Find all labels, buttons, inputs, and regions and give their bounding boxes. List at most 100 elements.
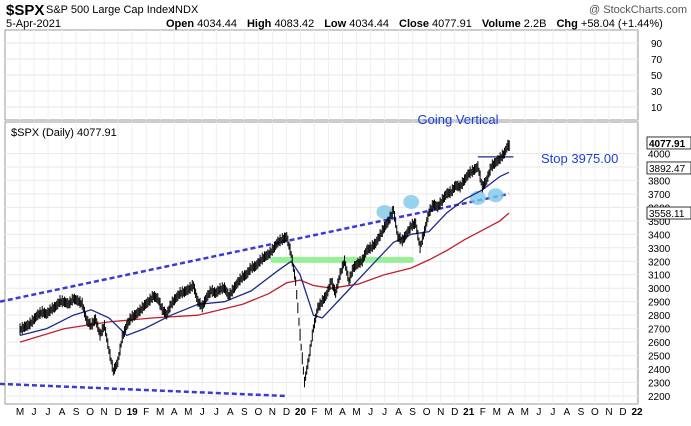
x-tick-label: A [339, 407, 346, 418]
rsi-tick-label: 10 [651, 103, 663, 114]
x-tick-label: M [324, 407, 332, 418]
x-tick-label: D [283, 407, 290, 418]
y-tick-label: 3400 [648, 230, 671, 241]
x-tick-label: 21 [463, 407, 475, 418]
stat-close: Close 4077.91 [399, 18, 472, 30]
header-date: 5-Apr-2021 [6, 18, 61, 30]
x-tick-label: F [143, 407, 149, 418]
rsi-tick-label: 70 [651, 55, 663, 66]
x-tick-label: 20 [295, 407, 307, 418]
price-label-box [646, 206, 691, 220]
y-tick-label: 2500 [648, 352, 671, 363]
y-axis: 2200 2300 2400 2500 2600 2700 2800 2900 3000 3100… [648, 149, 671, 403]
y-tick-label: 2900 [648, 298, 671, 309]
x-tick-label: N [437, 407, 444, 418]
header-stats: Open 4034.44 High 4083.42 Low 4034.44 Close… [166, 18, 663, 30]
x-tick-label: O [254, 407, 262, 418]
y-tick-label: 2400 [648, 365, 671, 376]
x-tick-label: D [619, 407, 626, 418]
x-tick-label: M [352, 407, 360, 418]
x-tick-label: O [86, 407, 94, 418]
y-tick-label: 3800 [648, 176, 671, 187]
x-tick-label: D [115, 407, 122, 418]
index-name: S&P 500 Large Cap Index [46, 4, 174, 16]
x-tick-label: F [311, 407, 317, 418]
x-tick-label: O [591, 407, 599, 418]
y-tick-label: 2600 [648, 338, 671, 349]
annotation-going-vertical: Going Vertical [418, 112, 499, 127]
x-tick-label: J [32, 407, 37, 418]
credit: @ StockCharts.com [589, 4, 687, 16]
exchange: INDX [172, 4, 199, 16]
price-label: 3892.47 [649, 164, 686, 175]
price-label: 4077.91 [649, 139, 686, 150]
trendline-upper-trend [0, 192, 510, 303]
x-tick-label: J [550, 407, 555, 418]
rsi-tick-label: 90 [651, 39, 663, 50]
stat-chg: Chg +58.04 (+1.44%) [556, 18, 662, 30]
x-tick-label: A [227, 407, 234, 418]
x-tick-label: O [423, 407, 431, 418]
x-tick-label: J [382, 407, 387, 418]
stat-low: Low 4034.44 [324, 18, 389, 30]
x-tick-label: S [409, 407, 416, 418]
y-tick-label: 3300 [648, 244, 671, 255]
x-axis: M J J A S O N D 19 F M A M J J A S O N D 20 F M A M J J A S O N D 21 F M A M… [16, 407, 643, 418]
x-tick-label: J [536, 407, 541, 418]
x-tick-label: M [156, 407, 164, 418]
x-tick-label: S [578, 407, 585, 418]
stat-high: High 4083.42 [247, 18, 314, 30]
highlight-circle [487, 188, 504, 203]
x-tick-label: N [269, 407, 276, 418]
symbol: $SPX [6, 2, 44, 19]
stat-volume: Volume 2.2B [482, 18, 547, 30]
x-tick-label: N [605, 407, 612, 418]
y-tick-label: 2800 [648, 311, 671, 322]
y-tick-label: 3100 [648, 271, 671, 282]
rsi-grid: 90 70 50 30 10 [5, 39, 663, 114]
x-tick-label: S [241, 407, 248, 418]
rsi-tick-label: 50 [651, 71, 663, 82]
series [19, 139, 510, 388]
x-tick-label: A [171, 407, 178, 418]
sma200-line [19, 212, 510, 343]
x-tick-label: M [521, 407, 529, 418]
y-tick-label: 2300 [648, 379, 671, 390]
x-tick-label: A [395, 407, 402, 418]
x-tick-label: J [200, 407, 205, 418]
price-label-box [646, 161, 691, 175]
x-tick-label: D [451, 407, 458, 418]
price-label-box [646, 136, 691, 150]
highlight-circle [376, 205, 393, 220]
stat-open: Open 4034.44 [166, 18, 237, 30]
y-tick-label: 2700 [648, 325, 671, 336]
x-tick-label: N [101, 407, 108, 418]
highlight-circle [403, 194, 420, 209]
price-label: 3558.11 [649, 209, 685, 220]
annotation-stop: Stop 3975.00 [541, 151, 618, 166]
price-labels: 4077.91 3892.47 3558.11 [646, 136, 691, 220]
highlight-circle [469, 190, 486, 205]
x-tick-label: 19 [127, 407, 139, 418]
x-tick-label: M [16, 407, 24, 418]
x-tick-label: J [46, 407, 51, 418]
y-tick-label: 2200 [648, 392, 671, 403]
x-tick-label: S [73, 407, 80, 418]
x-tick-label: M [493, 407, 501, 418]
overlays [0, 156, 514, 398]
rsi-tick-label: 30 [651, 87, 663, 98]
sma50-line [19, 171, 510, 337]
y-tick-label: 4000 [648, 149, 671, 160]
x-tick-label: M [184, 407, 192, 418]
x-tick-label: A [564, 407, 571, 418]
x-tick-label: 22 [631, 407, 643, 418]
y-tick-label: 3200 [648, 257, 671, 268]
x-tick-label: A [59, 407, 66, 418]
y-tick-label: 3700 [648, 190, 671, 201]
x-tick-label: A [507, 407, 514, 418]
x-tick-label: J [214, 407, 219, 418]
x-tick-label: F [480, 407, 486, 418]
y-tick-label: 3000 [648, 284, 671, 295]
